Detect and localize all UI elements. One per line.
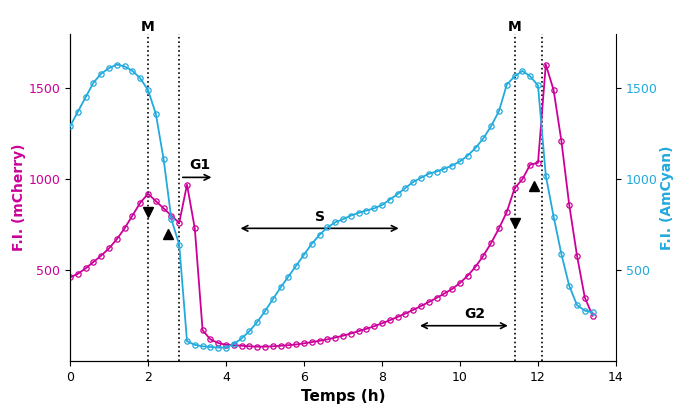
Y-axis label: F.I. (AmCyan): F.I. (AmCyan) (660, 145, 674, 249)
X-axis label: Temps (h): Temps (h) (301, 389, 385, 404)
Text: M: M (141, 20, 155, 34)
Y-axis label: F.I. (mCherry): F.I. (mCherry) (12, 144, 26, 251)
Text: M: M (508, 20, 522, 34)
Text: G2: G2 (464, 307, 485, 320)
Text: S: S (314, 210, 325, 224)
Text: G1: G1 (189, 158, 210, 172)
